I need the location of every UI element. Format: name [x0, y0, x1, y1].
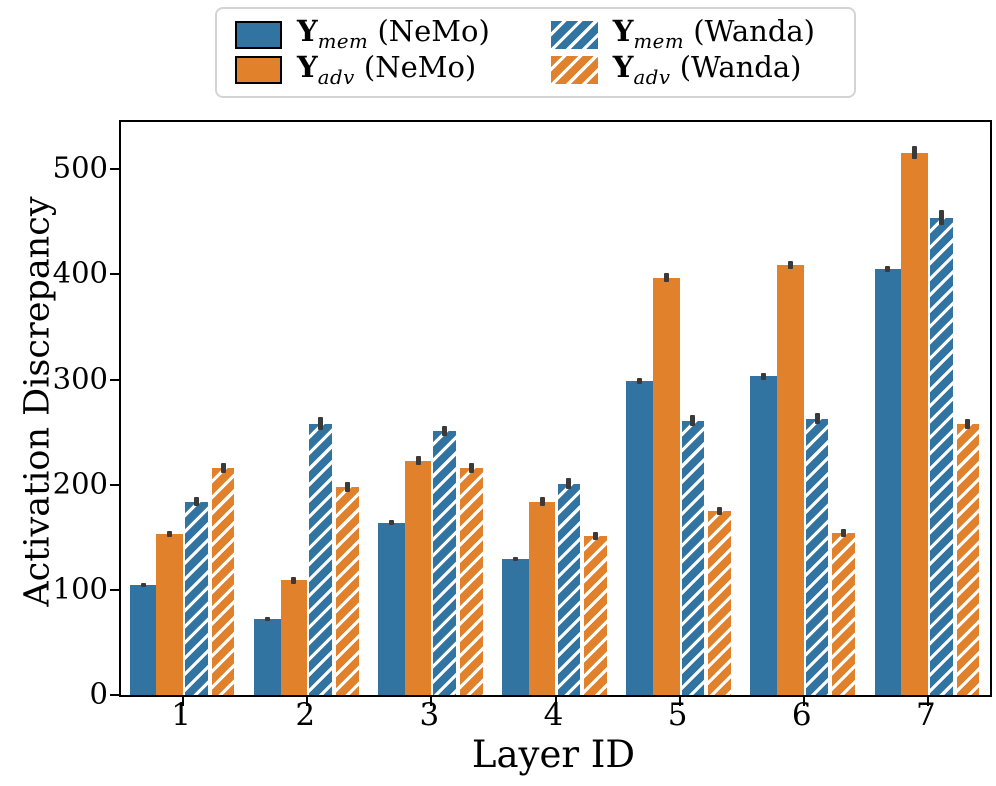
bar-mem-nemo-layer-7 — [874, 269, 902, 695]
bar-adv-wanda-layer-4 — [582, 536, 609, 695]
legend-label: Ymem (NeMo) — [297, 14, 490, 54]
legend-label: Yadv (NeMo) — [297, 49, 477, 89]
y-axis-tick-mark — [110, 168, 119, 171]
y-axis-tick-label: 100 — [52, 571, 108, 606]
x-axis-tick-label: 6 — [791, 697, 812, 733]
bar-adv-wanda-layer-1 — [209, 467, 237, 695]
bar-mem-wanda-layer-6 — [803, 418, 831, 695]
bar-mem-wanda-layer-3 — [431, 431, 459, 695]
legend-label: Ymem (Wanda) — [612, 14, 815, 54]
bar-adv-wanda-layer-3 — [458, 467, 485, 695]
error-bar — [690, 415, 696, 426]
error-bar — [566, 478, 572, 489]
x-axis-tick-mark — [802, 697, 805, 706]
legend-label: Yadv (Wanda) — [612, 49, 802, 89]
y-axis-tick-label: 500 — [52, 150, 108, 185]
error-bar — [415, 456, 421, 465]
error-bar — [539, 497, 545, 506]
x-axis-tick-mark — [430, 697, 433, 706]
bar-adv-nemo-layer-7 — [901, 152, 928, 695]
error-bar — [761, 373, 767, 380]
bar-adv-wanda-layer-5 — [706, 511, 734, 695]
y-axis-tick-mark — [110, 588, 119, 591]
x-axis-tick-label: 3 — [419, 697, 440, 733]
error-bar — [912, 146, 918, 159]
legend-entry-mem-wanda: Ymem (Wanda) — [550, 14, 836, 54]
y-axis-title: Activation Discrepancy — [17, 196, 58, 607]
chart-legend: Ymem (NeMo) Yadv (NeMo) Ymem (Wanda) Yadv (… — [215, 7, 856, 98]
x-axis-title: Layer ID — [471, 733, 636, 776]
error-bar — [938, 210, 944, 226]
solid-swatch-icon — [235, 20, 282, 49]
error-bar — [841, 528, 847, 538]
error-bar — [388, 520, 394, 525]
legend-entry-adv-nemo: Yadv (NeMo) — [235, 49, 511, 89]
error-bar — [965, 418, 971, 430]
x-axis-tick-label: 1 — [171, 697, 191, 733]
bar-mem-nemo-layer-6 — [750, 376, 778, 695]
error-bar — [593, 532, 599, 541]
bar-adv-nemo-layer-5 — [652, 277, 680, 695]
bar-mem-wanda-layer-7 — [927, 217, 955, 695]
bar-adv-nemo-layer-1 — [156, 534, 184, 695]
y-axis-tick-mark — [110, 483, 119, 486]
legend-entry-adv-wanda: Yadv (Wanda) — [550, 49, 836, 89]
bar-mem-nemo-layer-4 — [502, 559, 529, 695]
bar-adv-wanda-layer-2 — [333, 486, 361, 695]
error-bar — [318, 417, 324, 431]
y-axis-tick-mark — [110, 694, 119, 696]
y-axis-tick-label: 300 — [52, 361, 108, 396]
x-axis-tick-label: 7 — [916, 697, 936, 733]
bar-mem-wanda-layer-1 — [183, 501, 210, 695]
hatched-swatch-icon — [550, 56, 598, 85]
bar-adv-wanda-layer-6 — [830, 533, 858, 695]
bar-adv-nemo-layer-4 — [528, 501, 556, 695]
y-axis-tick-label: 0 — [89, 676, 108, 711]
x-axis-tick-mark — [926, 697, 929, 706]
bar-adv-wanda-layer-7 — [954, 423, 982, 695]
bar-adv-nemo-layer-3 — [404, 460, 432, 695]
bar-mem-wanda-layer-2 — [307, 423, 334, 695]
plot-area — [110, 120, 992, 706]
y-axis-tick-label: 200 — [52, 466, 108, 501]
solid-swatch-icon — [235, 56, 282, 85]
x-axis-tick-mark — [306, 697, 309, 706]
bar-mem-nemo-layer-3 — [377, 522, 405, 695]
bar-mem-nemo-layer-5 — [626, 380, 653, 695]
error-bar — [468, 462, 474, 474]
x-axis-tick-label: 2 — [295, 697, 316, 733]
y-axis-tick-label: 400 — [52, 255, 108, 290]
x-axis-tick-mark — [182, 697, 185, 706]
bar-adv-nemo-layer-2 — [280, 580, 308, 695]
error-bar — [512, 557, 518, 562]
error-bar — [787, 260, 793, 270]
error-bar — [442, 425, 448, 437]
error-bar — [637, 377, 643, 384]
legend-entry-mem-nemo: Ymem (NeMo) — [235, 17, 511, 52]
x-axis-tick-label: 4 — [543, 697, 564, 733]
error-bar — [291, 577, 297, 584]
bar-mem-wanda-layer-5 — [679, 420, 707, 695]
x-axis-tick-mark — [554, 697, 557, 706]
error-bar — [717, 506, 723, 516]
error-bar — [220, 462, 226, 474]
error-bar — [344, 481, 350, 493]
bar-mem-nemo-layer-1 — [129, 584, 157, 695]
x-axis-tick-label: 5 — [667, 697, 688, 733]
error-bar — [885, 266, 891, 273]
bar-adv-nemo-layer-6 — [777, 265, 804, 695]
error-bar — [814, 413, 820, 424]
x-axis-tick-mark — [678, 697, 681, 706]
hatched-swatch-icon — [550, 20, 598, 49]
error-bar — [264, 617, 270, 622]
bar-mem-nemo-layer-2 — [253, 619, 281, 695]
error-bar — [140, 582, 146, 587]
error-bar — [193, 497, 199, 506]
y-axis-tick-mark — [110, 273, 119, 276]
error-bar — [167, 531, 173, 538]
bar-mem-wanda-layer-4 — [555, 483, 583, 695]
error-bar — [663, 273, 669, 282]
y-axis-tick-mark — [110, 378, 119, 381]
